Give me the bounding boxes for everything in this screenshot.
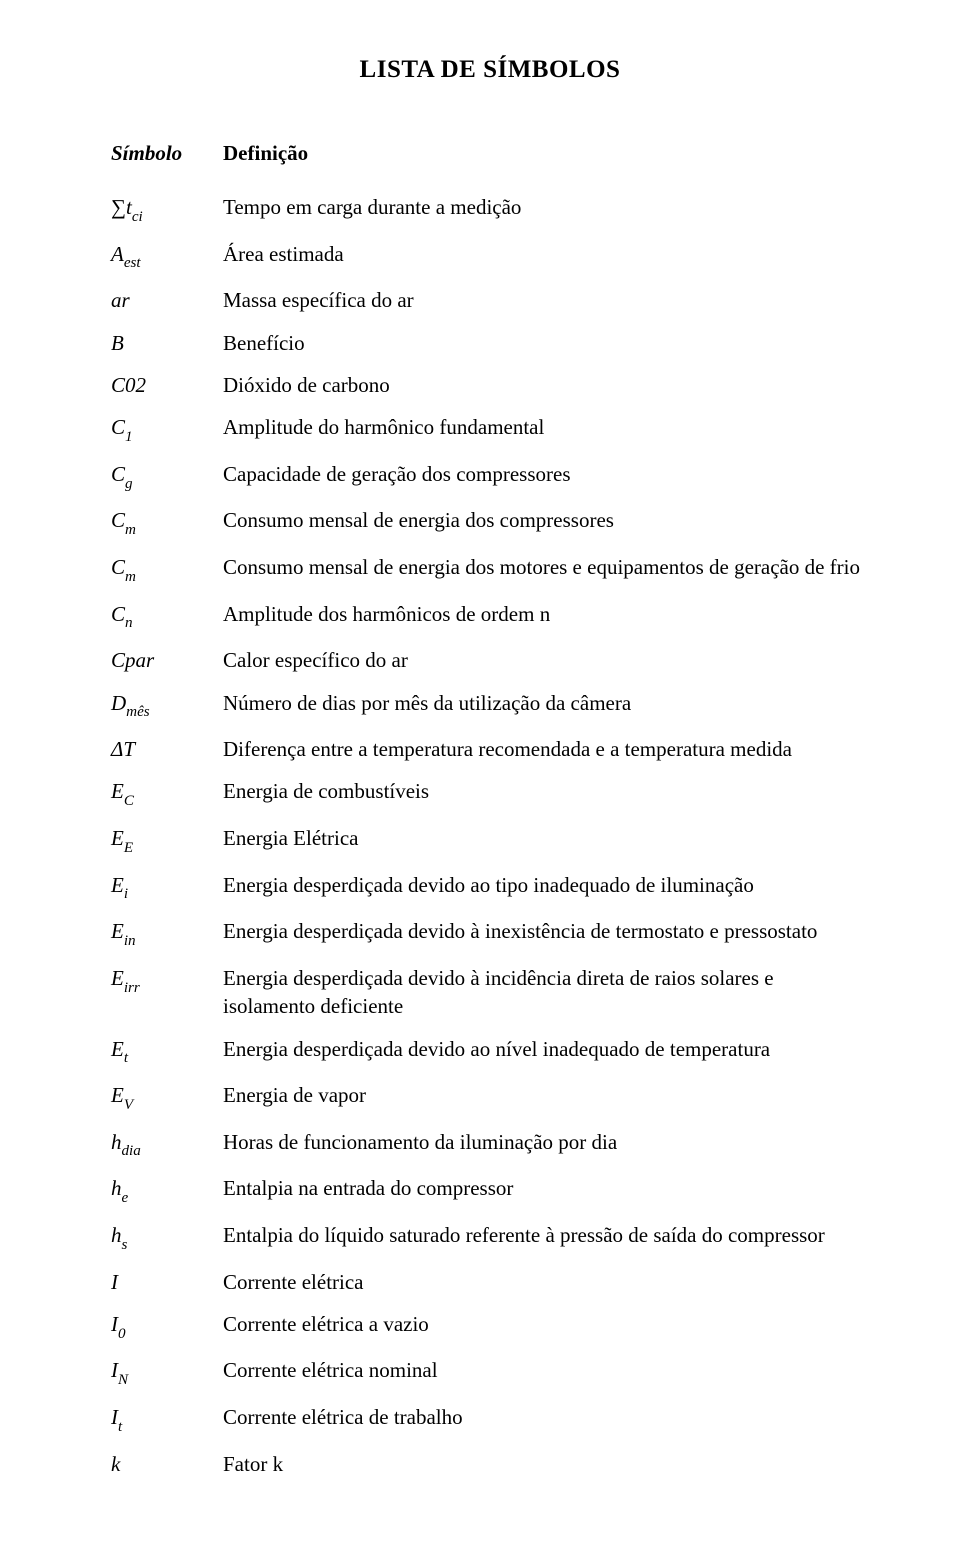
symbol-cell: Dmês bbox=[110, 682, 222, 729]
table-row: heEntalpia na entrada do compressor bbox=[110, 1167, 870, 1214]
table-row: BBenefício bbox=[110, 322, 870, 364]
definition-cell: Dióxido de carbono bbox=[222, 364, 870, 406]
symbol-cell: Cn bbox=[110, 593, 222, 640]
symbol-cell: hdia bbox=[110, 1121, 222, 1168]
table-body: ∑tciTempo em carga durante a mediçãoAest… bbox=[110, 186, 870, 1485]
definition-cell: Energia de combustíveis bbox=[222, 770, 870, 817]
symbol-cell: ∑tci bbox=[110, 186, 222, 233]
table-row: C1Amplitude do harmônico fundamental bbox=[110, 406, 870, 453]
symbol-cell: C02 bbox=[110, 364, 222, 406]
definition-cell: Corrente elétrica bbox=[222, 1261, 870, 1303]
definition-cell: Corrente elétrica nominal bbox=[222, 1349, 870, 1396]
symbol-cell: B bbox=[110, 322, 222, 364]
header-definition: Definição bbox=[222, 140, 870, 186]
table-row: I0Corrente elétrica a vazio bbox=[110, 1303, 870, 1350]
table-row: ECEnergia de combustíveis bbox=[110, 770, 870, 817]
definition-cell: Consumo mensal de energia dos motores e … bbox=[222, 546, 870, 593]
table-row: arMassa específica do ar bbox=[110, 279, 870, 321]
definition-cell: Energia de vapor bbox=[222, 1074, 870, 1121]
table-row: DmêsNúmero de dias por mês da utilização… bbox=[110, 682, 870, 729]
definition-cell: Corrente elétrica de trabalho bbox=[222, 1396, 870, 1443]
symbol-cell: IN bbox=[110, 1349, 222, 1396]
definition-cell: Tempo em carga durante a medição bbox=[222, 186, 870, 233]
definition-cell: Área estimada bbox=[222, 233, 870, 280]
table-row: hsEntalpia do líquido saturado referente… bbox=[110, 1214, 870, 1261]
definition-cell: Energia desperdiçada devido à inexistênc… bbox=[222, 910, 870, 957]
table-row: ΔTDiferença entre a temperatura recomend… bbox=[110, 728, 870, 770]
table-row: CmConsumo mensal de energia dos compress… bbox=[110, 499, 870, 546]
symbol-cell: hs bbox=[110, 1214, 222, 1261]
definition-cell: Massa específica do ar bbox=[222, 279, 870, 321]
table-row: EVEnergia de vapor bbox=[110, 1074, 870, 1121]
definition-cell: Entalpia do líquido saturado referente à… bbox=[222, 1214, 870, 1261]
table-row: EiEnergia desperdiçada devido ao tipo in… bbox=[110, 864, 870, 911]
symbol-cell: Cm bbox=[110, 546, 222, 593]
table-row: EinEnergia desperdiçada devido à inexist… bbox=[110, 910, 870, 957]
definition-cell: Capacidade de geração dos compressores bbox=[222, 453, 870, 500]
symbol-cell: Eirr bbox=[110, 957, 222, 1028]
symbol-cell: he bbox=[110, 1167, 222, 1214]
symbol-cell: EC bbox=[110, 770, 222, 817]
table-row: ICorrente elétrica bbox=[110, 1261, 870, 1303]
symbol-cell: Cm bbox=[110, 499, 222, 546]
table-row: CnAmplitude dos harmônicos de ordem n bbox=[110, 593, 870, 640]
header-symbol: Símbolo bbox=[110, 140, 222, 186]
symbol-cell: ar bbox=[110, 279, 222, 321]
definition-cell: Horas de funcionamento da iluminação por… bbox=[222, 1121, 870, 1168]
definition-cell: Corrente elétrica a vazio bbox=[222, 1303, 870, 1350]
symbol-cell: Cg bbox=[110, 453, 222, 500]
definition-cell: Energia desperdiçada devido ao nível ina… bbox=[222, 1028, 870, 1075]
symbol-cell: ΔT bbox=[110, 728, 222, 770]
symbol-cell: Aest bbox=[110, 233, 222, 280]
definition-cell: Amplitude dos harmônicos de ordem n bbox=[222, 593, 870, 640]
definition-cell: Número de dias por mês da utilização da … bbox=[222, 682, 870, 729]
table-row: C02Dióxido de carbono bbox=[110, 364, 870, 406]
table-row: AestÁrea estimada bbox=[110, 233, 870, 280]
symbol-cell: Cpar bbox=[110, 639, 222, 681]
symbol-cell: I bbox=[110, 1261, 222, 1303]
table-header: Símbolo Definição bbox=[110, 140, 870, 186]
symbol-cell: I0 bbox=[110, 1303, 222, 1350]
table-row: ItCorrente elétrica de trabalho bbox=[110, 1396, 870, 1443]
definition-cell: Calor específico do ar bbox=[222, 639, 870, 681]
definition-cell: Entalpia na entrada do compressor bbox=[222, 1167, 870, 1214]
table-row: EirrEnergia desperdiçada devido à incidê… bbox=[110, 957, 870, 1028]
definition-cell: Benefício bbox=[222, 322, 870, 364]
symbols-table: Símbolo Definição ∑tciTempo em carga dur… bbox=[110, 140, 870, 1485]
definition-cell: Consumo mensal de energia dos compressor… bbox=[222, 499, 870, 546]
definition-cell: Amplitude do harmônico fundamental bbox=[222, 406, 870, 453]
table-row: CgCapacidade de geração dos compressores bbox=[110, 453, 870, 500]
definition-cell: Energia Elétrica bbox=[222, 817, 870, 864]
symbol-cell: EV bbox=[110, 1074, 222, 1121]
symbol-cell: Ein bbox=[110, 910, 222, 957]
symbol-cell: It bbox=[110, 1396, 222, 1443]
symbol-cell: EE bbox=[110, 817, 222, 864]
page-title: LISTA DE SÍMBOLOS bbox=[110, 56, 870, 84]
symbol-cell: Et bbox=[110, 1028, 222, 1075]
page: LISTA DE SÍMBOLOS Símbolo Definição ∑tci… bbox=[0, 0, 960, 1545]
table-row: hdiaHoras de funcionamento da iluminação… bbox=[110, 1121, 870, 1168]
table-row: INCorrente elétrica nominal bbox=[110, 1349, 870, 1396]
definition-cell: Diferença entre a temperatura recomendad… bbox=[222, 728, 870, 770]
symbol-cell: C1 bbox=[110, 406, 222, 453]
table-row: CparCalor específico do ar bbox=[110, 639, 870, 681]
symbol-cell: Ei bbox=[110, 864, 222, 911]
table-row: CmConsumo mensal de energia dos motores … bbox=[110, 546, 870, 593]
table-row: EtEnergia desperdiçada devido ao nível i… bbox=[110, 1028, 870, 1075]
definition-cell: Energia desperdiçada devido à incidência… bbox=[222, 957, 870, 1028]
definition-cell: Energia desperdiçada devido ao tipo inad… bbox=[222, 864, 870, 911]
table-row: EEEnergia Elétrica bbox=[110, 817, 870, 864]
table-row: ∑tciTempo em carga durante a medição bbox=[110, 186, 870, 233]
